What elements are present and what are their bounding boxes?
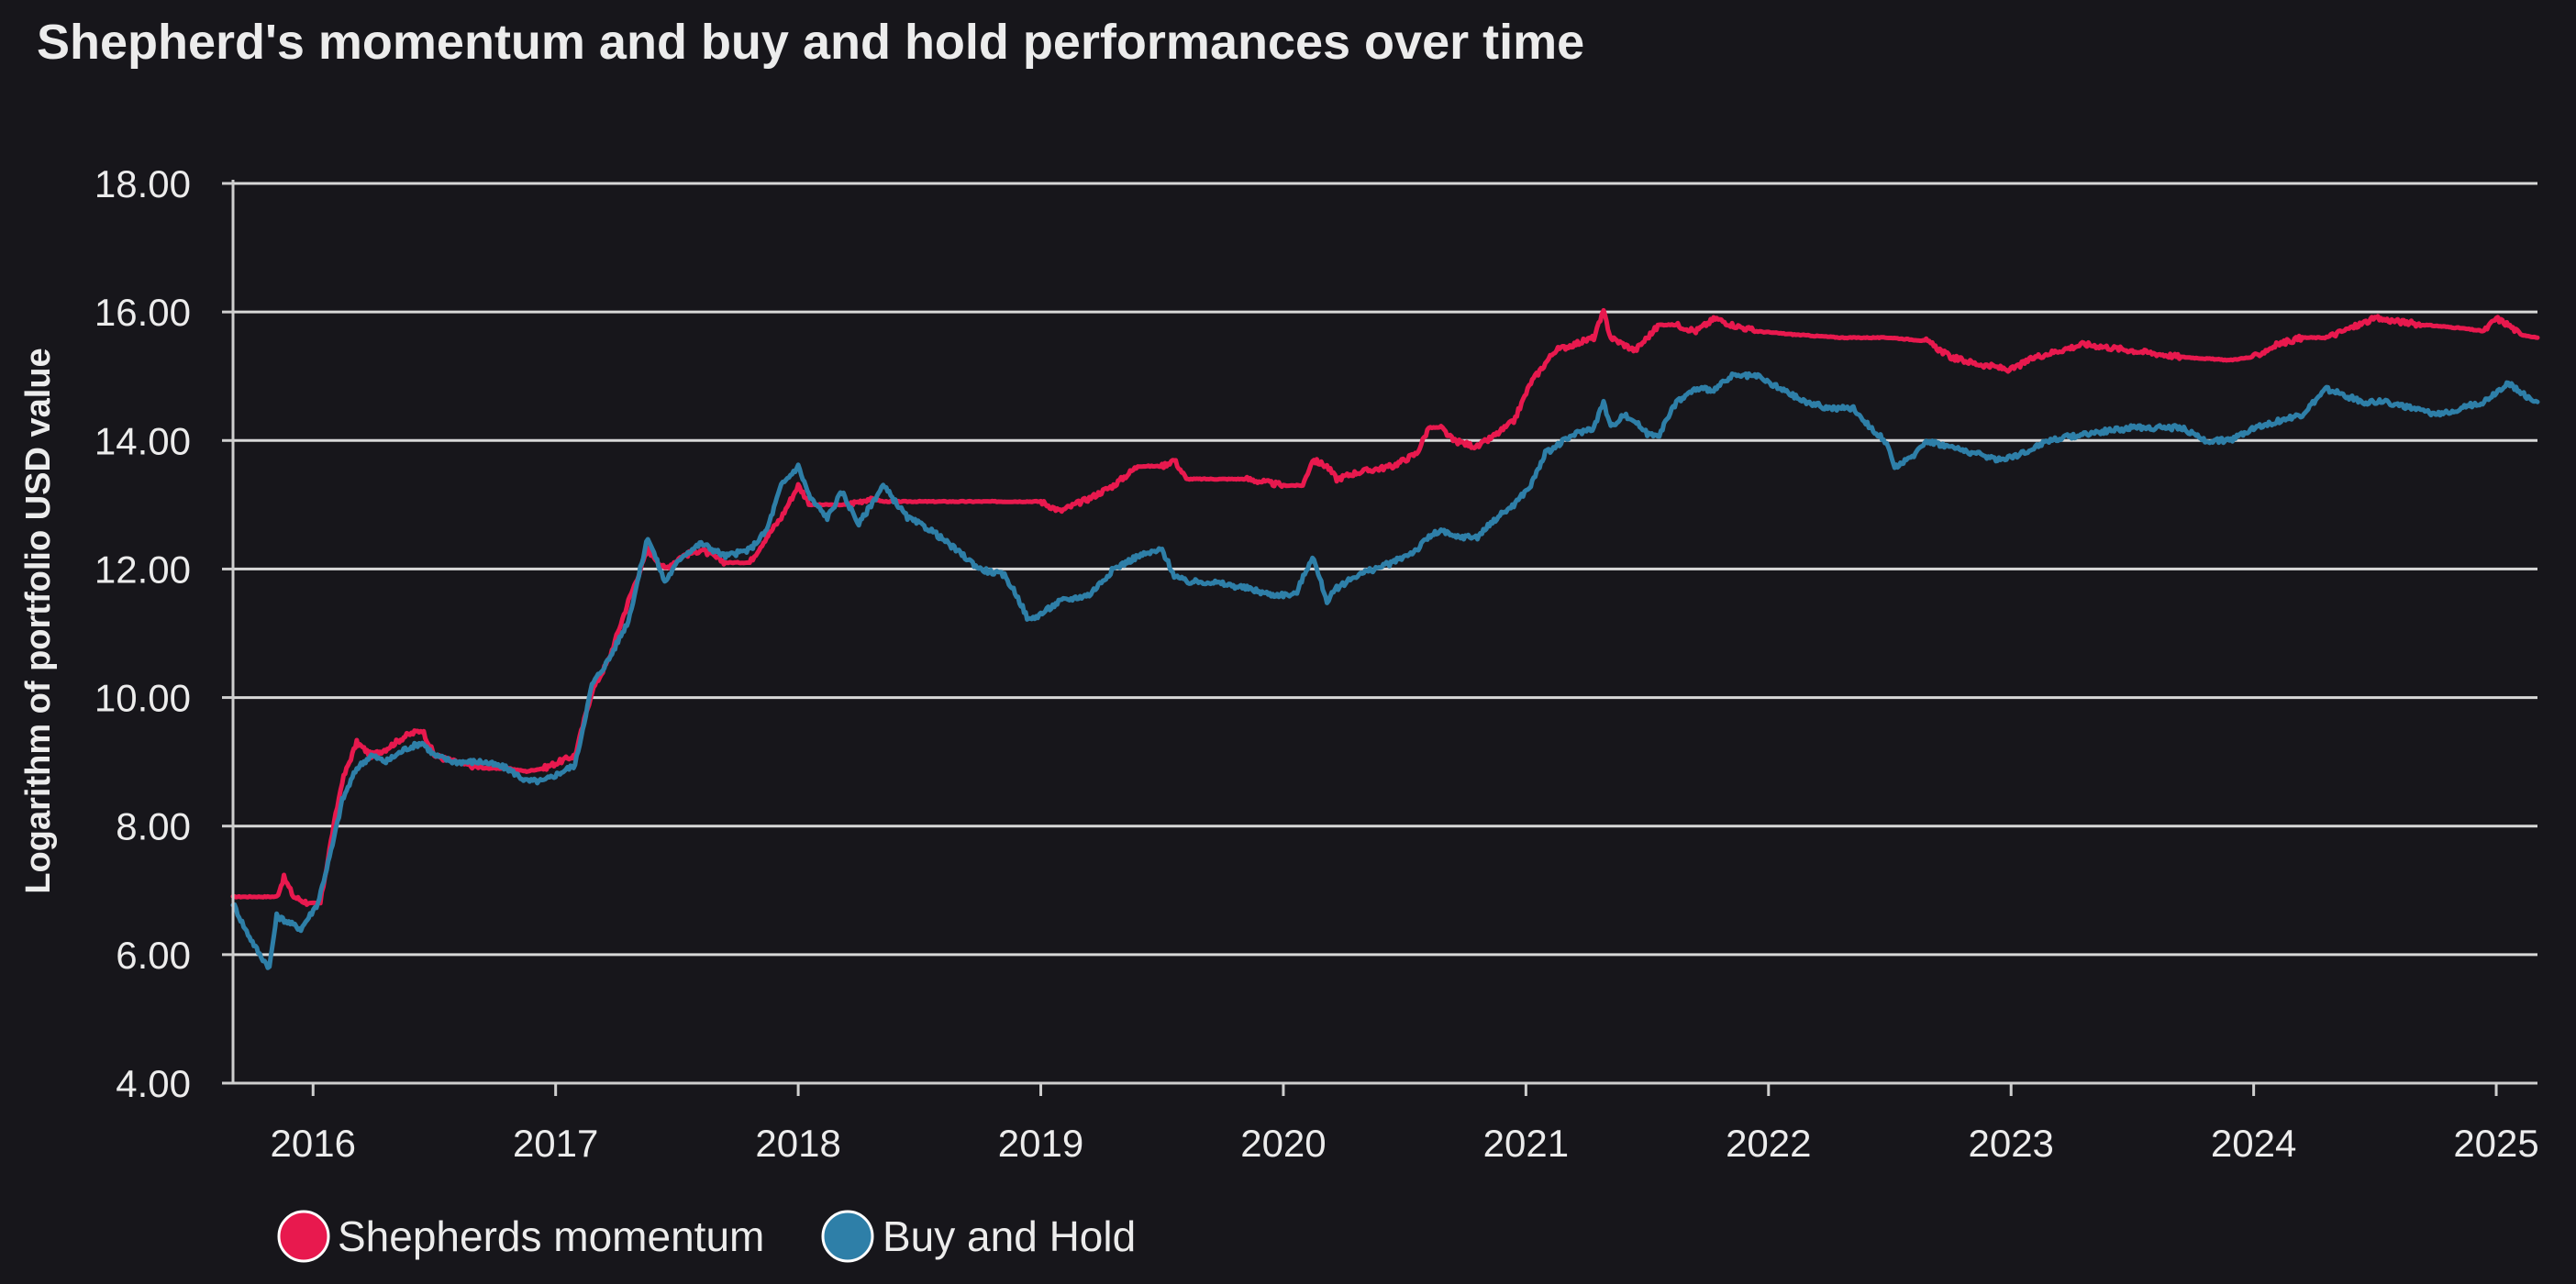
legend-label-buy-and-hold: Buy and Hold [883, 1212, 1136, 1260]
y-tick-label-7: 18.00 [94, 162, 191, 205]
x-tick-label-2: 2018 [755, 1122, 840, 1165]
x-tick-label-9: 2025 [2453, 1122, 2538, 1165]
x-tick-label-7: 2023 [1968, 1122, 2053, 1165]
series-line-shepherds-momentum [230, 307, 2540, 907]
x-tick-label-0: 2016 [271, 1122, 356, 1165]
x-axis-ticks: 2016 2017 2018 2019 2020 2021 2022 2023 2024 2025 [271, 1083, 2539, 1165]
x-tick-label-5: 2021 [1483, 1122, 1569, 1165]
axes [228, 180, 2537, 1085]
gridlines [233, 182, 2537, 957]
x-tick-label-6: 2022 [1726, 1122, 1811, 1165]
y-tick-label-2: 8.00 [116, 805, 191, 848]
y-tick-label-0: 4.00 [116, 1062, 191, 1105]
series-line-buy-and-hold [230, 371, 2540, 970]
y-tick-label-4: 12.00 [94, 548, 191, 591]
plot-area [230, 307, 2540, 970]
y-axis-ticks: 4.00 6.00 8.00 10.00 12.00 14.00 16.00 18.00 [94, 162, 233, 1105]
x-tick-label-4: 2020 [1240, 1122, 1326, 1165]
y-tick-label-5: 14.00 [94, 419, 191, 462]
legend-swatch-buy-and-hold [821, 1210, 874, 1263]
x-tick-label-8: 2024 [2211, 1122, 2296, 1165]
y-axis-label: Logarithm of portfolio USD value [19, 348, 58, 893]
y-tick-label-3: 10.00 [94, 677, 191, 720]
y-tick-label-1: 6.00 [116, 934, 191, 977]
x-tick-label-3: 2019 [998, 1122, 1083, 1165]
legend-item-buy-and-hold[interactable]: Buy and Hold [821, 1210, 1136, 1263]
legend-item-shepherds-momentum[interactable]: Shepherds momentum [277, 1210, 764, 1263]
legend-label-shepherds-momentum: Shepherds momentum [338, 1212, 764, 1260]
chart-title: Shepherd's momentum and buy and hold per… [37, 15, 1584, 70]
y-tick-label-6: 16.00 [94, 291, 191, 334]
x-tick-label-1: 2017 [513, 1122, 598, 1165]
legend: Shepherds momentum Buy and Hold [277, 1210, 1136, 1263]
legend-swatch-shepherds-momentum [277, 1210, 330, 1263]
